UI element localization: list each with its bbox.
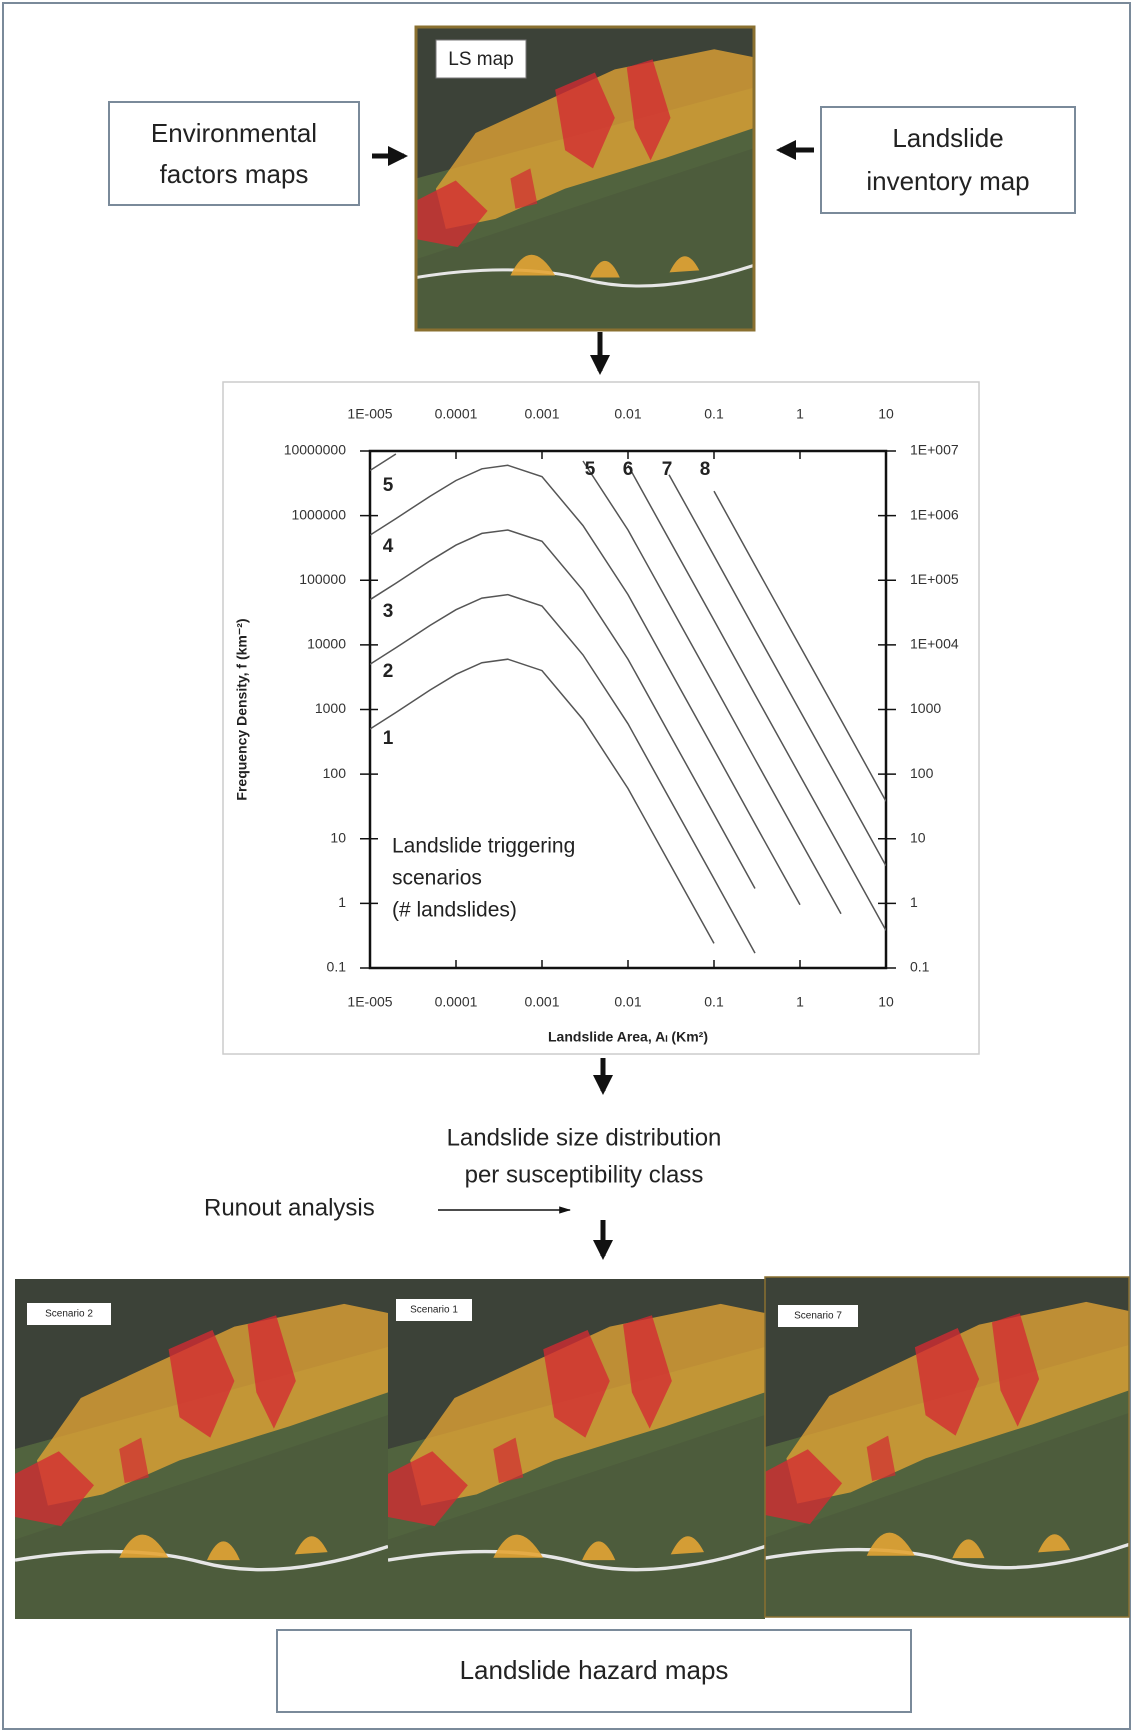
x-tick-label: 0.1 <box>704 406 724 422</box>
distribution-text: Landslide size distribution <box>447 1124 722 1151</box>
x-tick-label: 0.01 <box>614 994 641 1010</box>
annotation: (# landslides) <box>392 899 517 922</box>
y2-tick-label: 1000 <box>910 700 941 716</box>
series-label: 3 <box>383 601 394 622</box>
annotation: Landslide triggering <box>392 835 575 858</box>
y2-tick-label: 1E+006 <box>910 506 959 522</box>
hazard-text: Landslide hazard maps <box>460 1655 729 1685</box>
x-tick-label: 0.0001 <box>435 994 478 1010</box>
inventory-text: Landslide <box>892 123 1003 153</box>
x-tick-label: 10 <box>878 994 894 1010</box>
x-tick-label: 0.01 <box>614 406 641 422</box>
y-tick-label: 10000 <box>307 636 346 652</box>
y2-tick-label: 100 <box>910 765 934 781</box>
ls-map-label: LS map <box>448 49 513 70</box>
x-tick-label: 1E-005 <box>347 994 392 1010</box>
scenario-map <box>15 1279 388 1619</box>
scenario-label: Scenario 1 <box>410 1305 458 1316</box>
y-tick-label: 100 <box>323 765 347 781</box>
y2-tick-label: 0.1 <box>910 959 930 975</box>
environmental-text: factors maps <box>160 159 309 189</box>
series-label: 7 <box>662 459 673 480</box>
scenario-map <box>388 1279 765 1619</box>
x-tick-label: 1 <box>796 406 804 422</box>
series-label: 6 <box>623 459 634 480</box>
y-tick-label: 10 <box>330 829 346 845</box>
x-tick-label: 10 <box>878 406 894 422</box>
chart-frame <box>223 382 979 1054</box>
y2-tick-label: 1E+004 <box>910 636 959 652</box>
series-label: 5 <box>585 459 596 480</box>
y-tick-label: 0.1 <box>327 959 347 975</box>
runout-text: Runout analysis <box>204 1194 375 1221</box>
diagram: LS map Environmental factors maps Landsl… <box>0 0 1134 1733</box>
distribution-text: per susceptibility class <box>465 1161 704 1188</box>
series-label: 2 <box>383 661 394 682</box>
series-label: 4 <box>383 536 394 557</box>
x-tick-label: 0.001 <box>524 406 559 422</box>
y-tick-label: 10000000 <box>284 442 347 458</box>
x-axis-label: Landslide Area, Aₗ (Km²) <box>548 1029 708 1045</box>
y2-tick-label: 1E+005 <box>910 571 959 587</box>
x-tick-label: 0.1 <box>704 994 724 1010</box>
y2-tick-label: 1E+007 <box>910 442 959 458</box>
y2-tick-label: 10 <box>910 829 926 845</box>
y-axis-label: Frequency Density, f (km⁻²) <box>234 618 250 800</box>
series-label: 5 <box>383 475 394 496</box>
scenario-map <box>765 1277 1129 1617</box>
x-tick-label: 0.001 <box>524 994 559 1010</box>
x-tick-label: 1E-005 <box>347 406 392 422</box>
inventory-text: inventory map <box>866 166 1029 196</box>
y-tick-label: 100000 <box>299 571 346 587</box>
x-tick-label: 1 <box>796 994 804 1010</box>
annotation: scenarios <box>392 867 482 890</box>
environmental-text: Environmental <box>151 118 317 148</box>
y2-tick-label: 1 <box>910 894 918 910</box>
y-tick-label: 1000 <box>315 700 346 716</box>
series-label: 8 <box>700 459 711 480</box>
y-tick-label: 1000000 <box>291 506 346 522</box>
series-label: 1 <box>383 728 394 749</box>
x-tick-label: 0.0001 <box>435 406 478 422</box>
scenario-label: Scenario 7 <box>794 1311 842 1322</box>
y-tick-label: 1 <box>338 894 346 910</box>
scenario-label: Scenario 2 <box>45 1309 93 1320</box>
